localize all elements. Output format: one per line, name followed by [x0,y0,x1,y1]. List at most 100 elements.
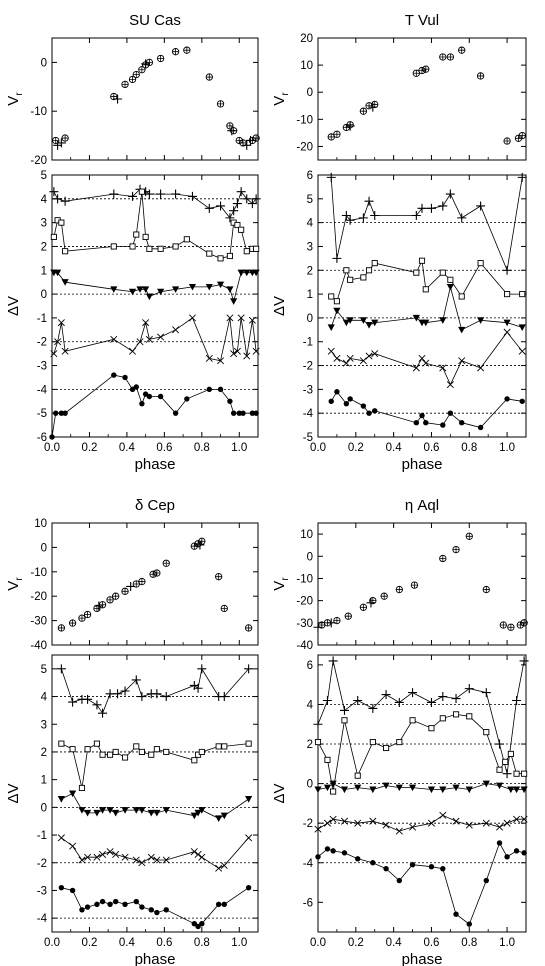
t-vul-vr-chart: T Vul 20 10 0 -10 -20 Vr [271,12,527,161]
y-tick-label: 0 [307,779,313,791]
t-vul-vr-series-1 [327,46,526,145]
data-point [334,389,340,395]
data-point [107,901,113,907]
data-point [50,350,58,358]
data-point [153,856,161,864]
data-point [220,604,228,613]
data-point [248,316,256,324]
data-point [368,703,378,713]
y-tick-label: -30 [30,616,47,628]
data-point [112,748,119,755]
data-point [138,66,146,74]
data-point [226,122,234,130]
data-point [69,790,77,798]
y-tick-label: -2 [37,858,47,870]
y-tick-label: -5 [37,408,47,420]
data-point [483,729,490,736]
y-tick-label: 3 [41,719,47,731]
y-tick-label: -4 [303,858,314,870]
data-point [354,784,362,792]
data-point [204,203,214,213]
plot-frame [51,174,259,438]
series-line [330,390,523,428]
data-point [53,410,59,416]
data-point [409,862,416,868]
eta-aql-dv-series-1 [313,656,529,779]
data-point [83,610,92,619]
data-point [99,898,106,905]
data-point [418,257,426,264]
data-point [516,621,524,629]
data-point [163,907,169,913]
data-point [465,532,473,540]
data-point [113,689,123,699]
data-point [452,545,460,554]
data-point [84,853,92,861]
delta-cep-dv-series-1 [56,664,254,718]
data-point [93,740,100,747]
data-point [453,911,459,917]
data-point [163,748,170,755]
data-point [230,298,238,305]
su-cas-dv-series-3 [50,269,260,305]
data-point [98,807,107,814]
data-point [53,194,63,204]
delta-cep-vr-series-2 [94,540,205,611]
data-point [112,850,120,858]
data-point [56,664,66,674]
data-point [465,821,473,829]
data-point [171,189,181,199]
data-point [121,587,129,595]
y-axis-label: ΔV [271,783,288,803]
data-point [188,314,196,322]
data-point [139,904,145,910]
data-point [439,811,447,819]
data-point [236,410,242,416]
x-tick-label: 0.6 [156,937,172,949]
data-point [371,319,379,327]
data-point [49,434,55,440]
data-point [345,215,355,225]
data-point [147,809,155,817]
data-point [344,612,352,620]
data-point [371,350,379,358]
data-point [99,751,106,758]
y-tick-label: 4 [307,699,314,711]
data-point [369,739,376,746]
data-point [106,848,114,856]
data-point [171,48,180,56]
data-point [518,347,526,355]
data-point [128,191,138,201]
y-tick-label: 1 [41,265,47,277]
y-tick-label: -40 [30,640,47,652]
data-point [147,853,155,861]
eta-aql-dv-series-3 [314,780,528,794]
data-point [502,758,509,765]
data-point [79,907,85,913]
data-point [183,236,190,243]
data-point [439,364,447,372]
data-point [314,739,322,746]
x-tick-label: 0.2 [81,937,97,949]
data-point [408,784,417,792]
y-tick-label: 2 [307,265,313,277]
data-point [226,314,234,322]
data-point [324,756,331,763]
data-point [69,746,76,753]
data-point [112,592,120,600]
data-point [50,233,57,240]
data-point [129,243,136,250]
data-point [153,809,161,817]
data-point [195,540,205,550]
plot-frame [51,37,259,161]
data-point [137,692,147,702]
x-tick-label: 0.4 [119,937,136,949]
data-point [162,807,170,814]
data-point [333,307,341,315]
data-point [133,231,140,238]
data-point [113,94,123,104]
y-tick-label: 3 [307,241,313,253]
data-point [190,812,198,820]
y-tick-label: -1 [37,830,47,842]
chart-title: δ Cep [135,497,175,514]
